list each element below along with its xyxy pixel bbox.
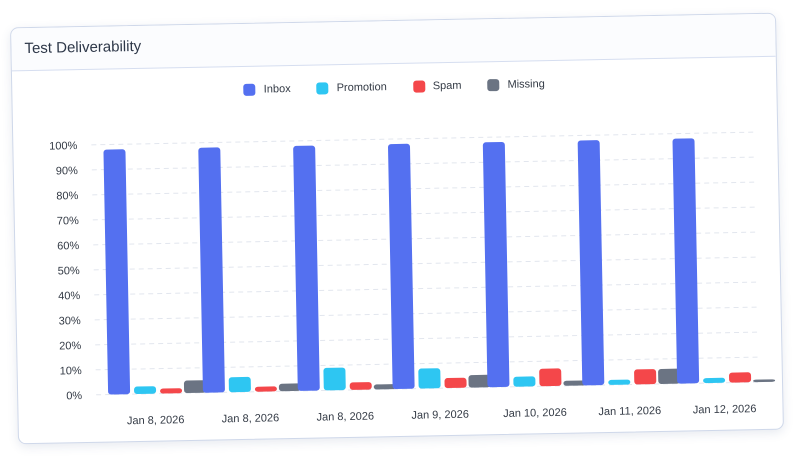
y-tick-label: 0% — [66, 390, 82, 402]
gridline — [94, 306, 759, 321]
bar-inbox — [482, 141, 510, 388]
gridline — [91, 156, 756, 171]
bar-inbox — [672, 138, 700, 384]
bar-missing — [753, 379, 776, 383]
bar-missing — [183, 380, 207, 394]
y-tick-label: 70% — [57, 215, 79, 227]
x-tick-label: Jan 11, 2026 — [598, 405, 661, 418]
deliverability-card: Test Deliverability Inbox Promotion Spam… — [10, 12, 784, 445]
bar-promotion — [134, 386, 157, 395]
bar-inbox — [103, 149, 131, 395]
x-tick-label: Jan 12, 2026 — [693, 403, 757, 416]
y-tick-label: 50% — [58, 265, 80, 277]
y-tick-label: 80% — [56, 190, 78, 202]
gridline — [93, 256, 758, 271]
bar-inbox — [577, 140, 605, 386]
bar-promotion — [323, 367, 346, 391]
gridline — [95, 331, 760, 346]
x-tick-label: Jan 10, 2026 — [503, 407, 567, 420]
y-tick-label: 30% — [59, 315, 81, 327]
gridline — [94, 281, 759, 296]
gridline — [92, 206, 757, 221]
bar-inbox — [388, 143, 415, 390]
y-tick-label: 40% — [58, 290, 80, 302]
bar-spam — [634, 369, 657, 385]
bar-spam — [729, 372, 752, 383]
bar-spam — [539, 368, 562, 387]
x-tick-label: Jan 8, 2026 — [316, 410, 374, 423]
bar-missing — [563, 380, 586, 386]
y-tick-label: 90% — [56, 165, 78, 177]
y-tick-label: 60% — [57, 240, 79, 252]
gridline — [95, 356, 760, 371]
bar-inbox — [198, 147, 225, 393]
bar-spam — [254, 386, 277, 392]
bar-missing — [373, 384, 396, 390]
bar-spam — [349, 382, 372, 390]
x-tick-label: Jan 9, 2026 — [411, 409, 469, 422]
bar-spam — [444, 377, 467, 389]
bar-promotion — [608, 379, 631, 385]
y-tick-label: 100% — [49, 140, 78, 153]
gridline — [93, 231, 758, 246]
bar-inbox — [293, 145, 320, 391]
y-tick-label: 10% — [60, 365, 82, 377]
bar-promotion — [228, 376, 251, 393]
bar-missing — [278, 383, 301, 392]
x-tick-label: Jan 8, 2026 — [222, 412, 280, 425]
gridline — [91, 131, 756, 146]
bar-chart: 100% 90% 80% 70% 60% 50% 40% 30% 20% 10% 0% Jan 8, … — [49, 131, 776, 427]
bar-promotion — [418, 368, 441, 389]
bar-missing — [468, 374, 491, 388]
y-tick-label: 20% — [59, 340, 81, 352]
bar-missing — [658, 368, 681, 384]
gridline — [92, 181, 757, 196]
x-tick-label: Jan 8, 2026 — [127, 414, 185, 427]
bar-promotion — [703, 377, 726, 384]
bar-promotion — [513, 376, 536, 387]
bar-spam — [160, 388, 183, 394]
